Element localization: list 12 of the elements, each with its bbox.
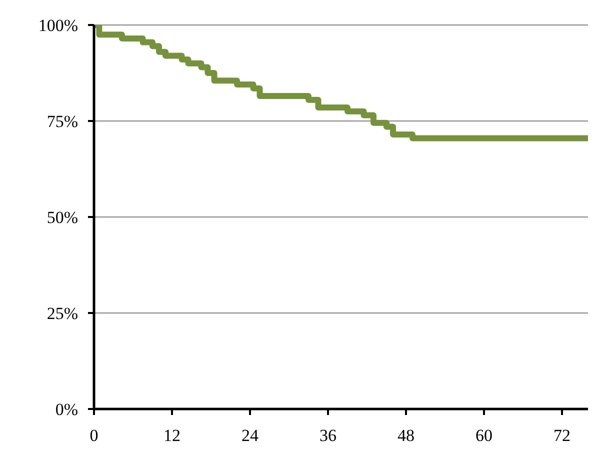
x-tick-label: 0 (90, 426, 98, 446)
x-tick-label: 60 (476, 426, 492, 446)
x-tick-label: 48 (398, 426, 414, 446)
x-tick-label: 36 (320, 426, 336, 446)
x-tick-label: 24 (242, 426, 259, 446)
y-tick-label: 75% (46, 112, 78, 132)
x-tick-label: 72 (554, 426, 570, 446)
y-tick-label: 50% (46, 208, 78, 228)
y-tick-label: 100% (38, 16, 78, 36)
x-tick-label: 12 (164, 426, 180, 446)
y-tick-label: 25% (46, 304, 78, 324)
y-tick-label: 0% (55, 400, 78, 420)
